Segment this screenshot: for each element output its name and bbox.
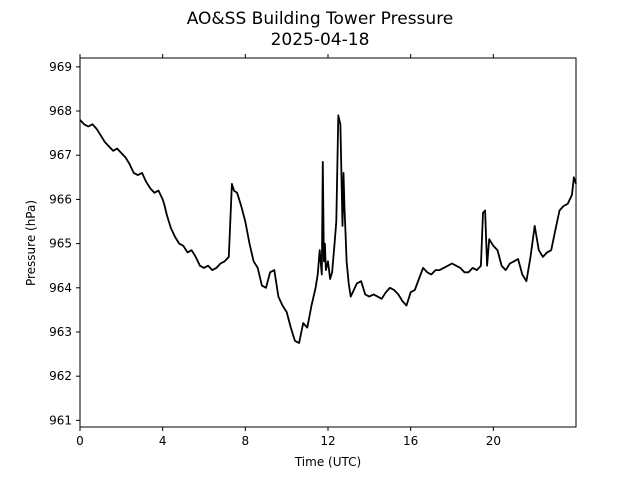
plot-area: [79, 114, 577, 344]
axes-frame: [79, 57, 577, 428]
y-axis-label: Pressure (hPa): [24, 200, 38, 286]
y-tick-label: 965: [49, 237, 72, 251]
y-tick-label: 961: [49, 413, 72, 427]
x-axis-label: Time (UTC): [294, 455, 361, 469]
pressure-series-line: [79, 114, 577, 344]
y-tick-label: 963: [49, 325, 72, 339]
axis-ticks: 0 4 8 12 16 20 961 962 963 964 965 966 967 968 969: [49, 54, 501, 448]
y-tick-label: 967: [49, 148, 72, 162]
y-tick-label: 968: [49, 104, 72, 118]
x-tick-label: 16: [403, 434, 418, 448]
y-tick-label: 966: [49, 192, 72, 206]
chart-subtitle: 2025-04-18: [271, 30, 370, 50]
x-tick-label: 8: [242, 434, 250, 448]
chart-title: AO&SS Building Tower Pressure: [187, 9, 454, 29]
y-tick-label: 964: [49, 281, 72, 295]
y-tick-label: 962: [49, 369, 72, 383]
x-tick-label: 20: [486, 434, 501, 448]
x-tick-label: 12: [320, 434, 335, 448]
y-tick-label: 969: [49, 60, 72, 74]
x-tick-label: 0: [76, 434, 84, 448]
x-tick-label: 4: [159, 434, 167, 448]
